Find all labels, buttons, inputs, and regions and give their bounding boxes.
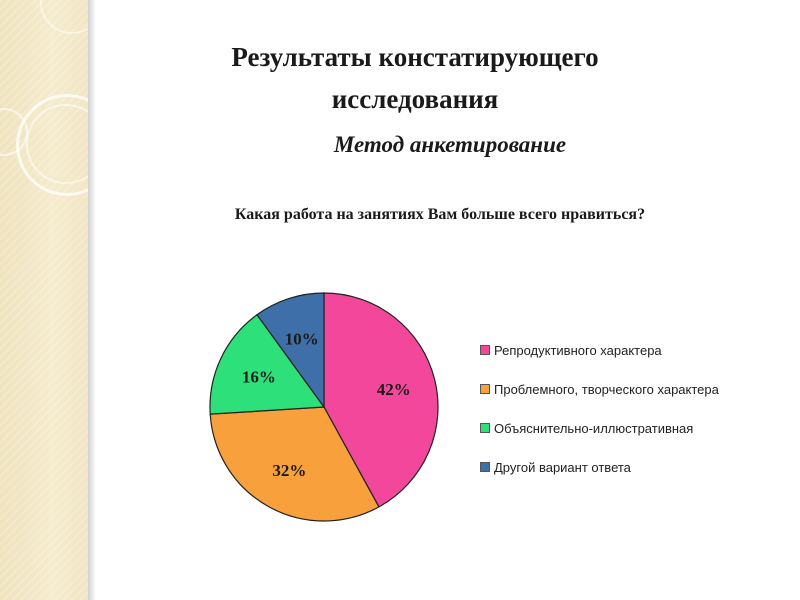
- legend-item: Проблемного, творческого характера: [480, 378, 790, 400]
- decorative-ring: [26, 104, 88, 184]
- decorative-side-band: [0, 0, 88, 600]
- legend-label: Объяснительно-иллюстративная: [494, 420, 694, 436]
- legend-swatch: [480, 462, 490, 472]
- pie-slice-1: [323, 292, 439, 508]
- slide-title: Результаты констатирующего исследования: [140, 36, 690, 120]
- legend-label: Репродуктивного характера: [494, 342, 662, 358]
- band-shadow: [88, 0, 96, 600]
- pie-slice-3: [209, 313, 326, 415]
- legend-swatch: [480, 384, 490, 394]
- legend-label: Другой вариант ответа: [494, 459, 631, 475]
- chart-legend: Репродуктивного характера Проблемного, тв…: [480, 339, 790, 495]
- pie-data-label-2: 32%: [272, 461, 306, 480]
- pie-slice-4: [256, 292, 325, 409]
- legend-swatch: [480, 423, 490, 433]
- legend-label: Проблемного, творческого характера: [494, 381, 719, 397]
- pie-data-label-1: 42%: [377, 380, 411, 399]
- slide-subtitle: Метод анкетирование: [333, 132, 567, 157]
- legend-item: Репродуктивного характера: [480, 339, 790, 361]
- legend-item: Другой вариант ответа: [480, 456, 790, 478]
- title-line-1: Результаты констатирующего: [231, 42, 599, 72]
- legend-swatch: [480, 345, 490, 355]
- title-line-2: исследования: [331, 84, 499, 114]
- legend-item: Объяснительно-иллюстративная: [480, 417, 790, 439]
- survey-question: Какая работа на занятиях Вам больше всег…: [234, 206, 646, 223]
- pie-slice-2: [209, 406, 380, 522]
- pie-data-label-3: 16%: [242, 367, 276, 386]
- pie-data-label-4: 10%: [285, 330, 319, 349]
